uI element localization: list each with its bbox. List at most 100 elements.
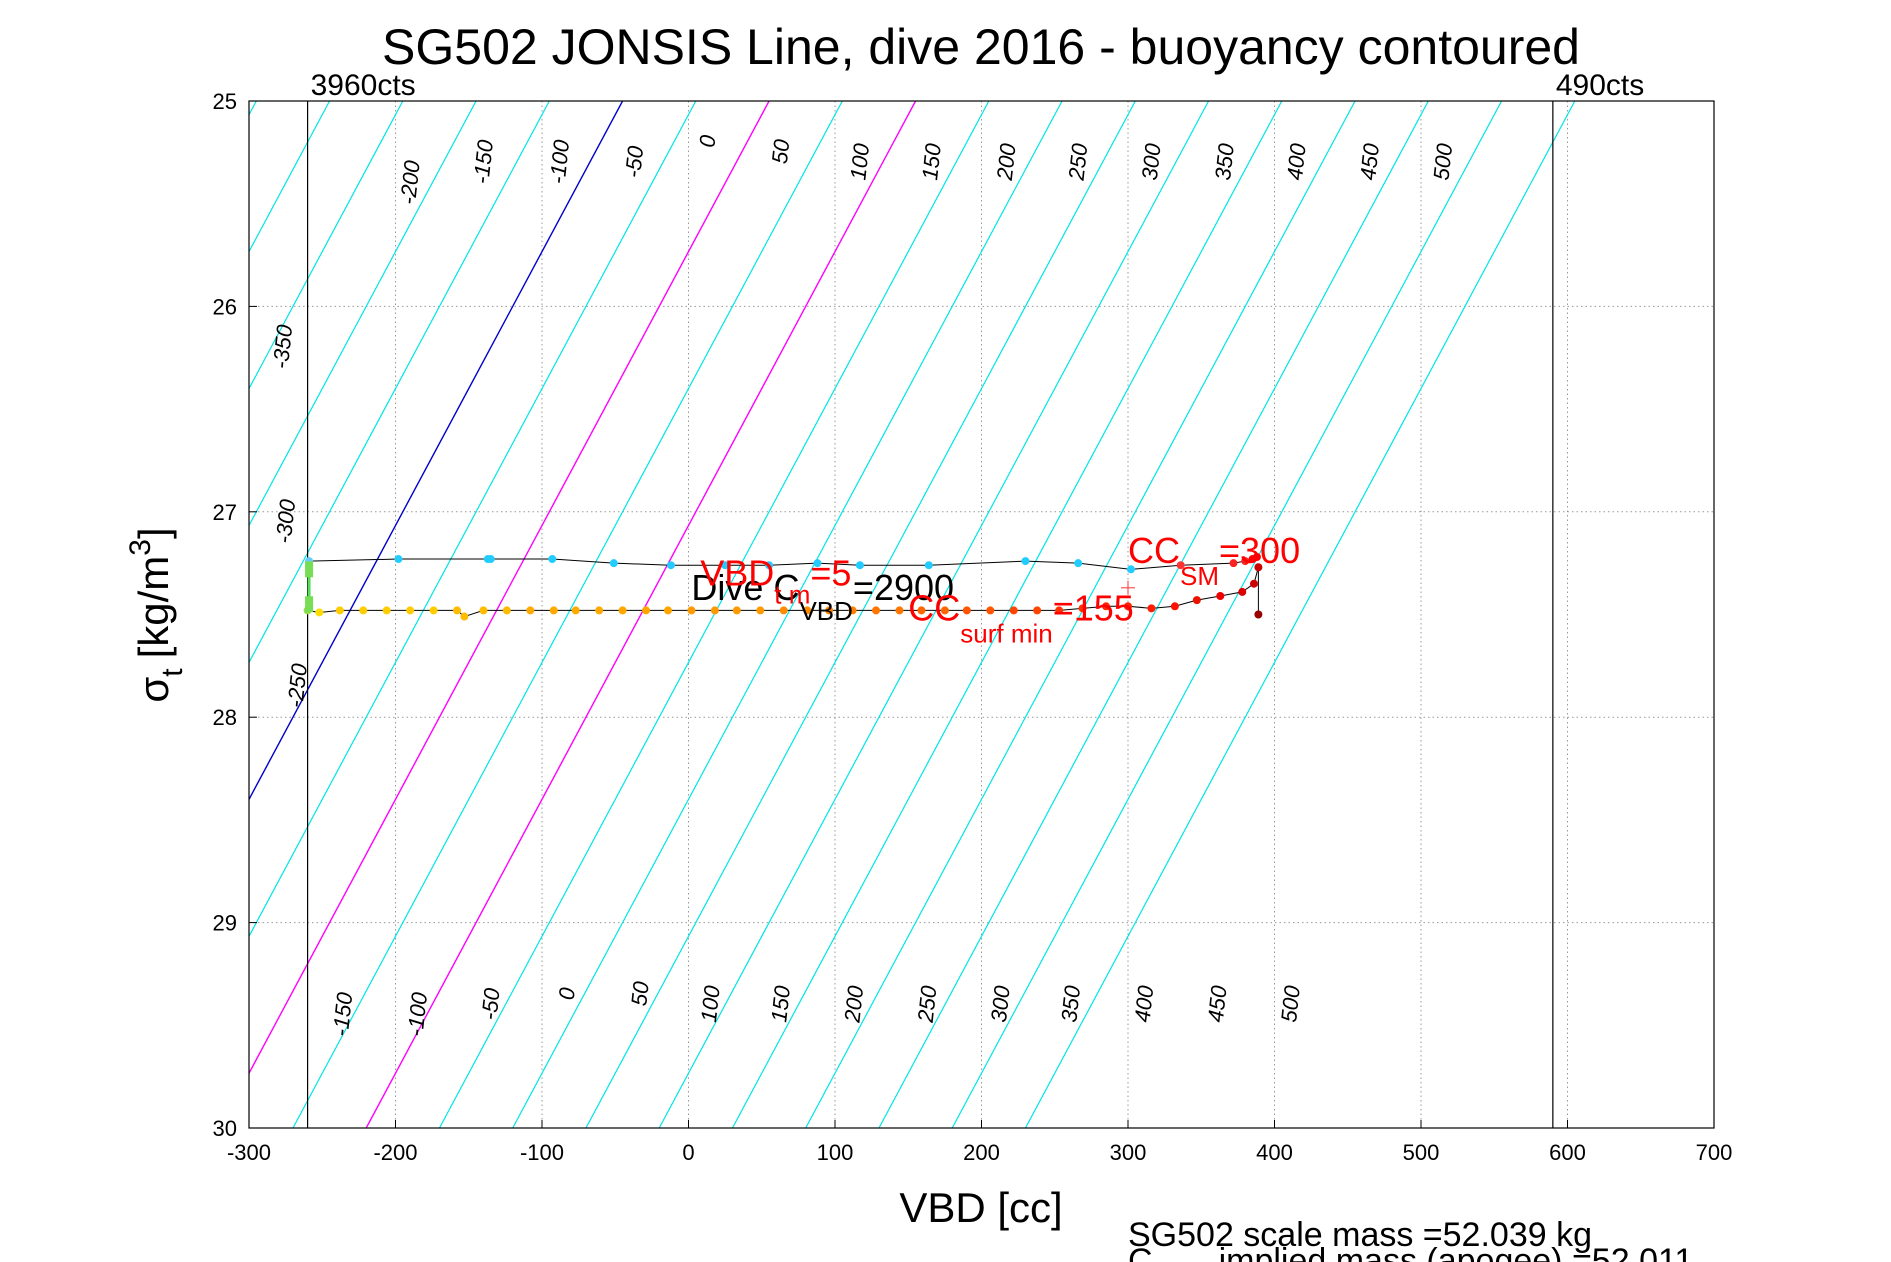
series-point (1078, 604, 1087, 613)
vbd-limit-label: 490cts (1556, 69, 1644, 102)
footer-implied-rest: implied mass (apogee) =52.011 (1219, 1242, 1694, 1262)
contour-line (365, 101, 917, 1128)
series-point (1124, 602, 1132, 611)
series-point (710, 606, 719, 615)
contour-label: 300 (986, 984, 1015, 1024)
contour-label: -250 (282, 662, 312, 709)
contour-label: 150 (917, 141, 946, 181)
cc-surf-min-annotation: CCsurf min=155 (908, 588, 1134, 649)
y-tick-label: 27 (213, 500, 237, 525)
buoyancy-contours (0, 101, 1576, 1128)
contour-label: -100 (403, 990, 433, 1037)
series-point (1238, 587, 1247, 596)
contour-labels: -200 -150 -100 -50 0 50 100 150 200 250 300 350 400 4… (268, 133, 1458, 1037)
series-point (1254, 563, 1263, 572)
series-point (453, 606, 462, 615)
series-point (940, 606, 949, 615)
series-point (687, 606, 696, 615)
series-point (666, 561, 675, 570)
x-tick-label: -300 (227, 1140, 271, 1165)
x-tick-label: -200 (373, 1140, 417, 1165)
contour-line (878, 101, 1429, 1128)
y-axis-ticks: 25 26 27 28 29 30 (213, 89, 257, 1141)
contour-label: 400 (1282, 141, 1311, 181)
series-point (756, 606, 765, 615)
series-point (1147, 604, 1156, 613)
series-point (732, 606, 741, 615)
x-axis-label: VBD [cc] (899, 1184, 1062, 1231)
contour-line (951, 101, 1503, 1128)
series-point (486, 555, 495, 564)
series-point (406, 606, 415, 615)
series-point (1216, 592, 1225, 601)
contour-label: -200 (395, 158, 425, 205)
series-point (394, 555, 403, 564)
x-tick-label: 0 (682, 1140, 694, 1165)
contour-line (731, 101, 1283, 1128)
series-point (479, 606, 488, 615)
series-point (549, 606, 558, 615)
y-axis-label: σt [kg/m3] (124, 527, 189, 702)
series-point (813, 559, 822, 568)
green-marker (305, 561, 314, 578)
series-point (1102, 602, 1111, 611)
vbd-tm-main: VBD (700, 553, 774, 594)
contour-line (512, 101, 1063, 1128)
y-tick-label: 29 (213, 911, 237, 936)
contour-label: 50 (626, 979, 654, 1007)
cc-surf-value: =155 (1053, 588, 1134, 629)
series-point (1241, 557, 1250, 566)
contour-line (658, 101, 1210, 1128)
series-point (1252, 552, 1261, 561)
series-point (1074, 559, 1083, 568)
cc-sm-main: CC (1128, 530, 1180, 571)
contour-label: -300 (271, 497, 301, 544)
cc-surf-main: CC (908, 588, 960, 629)
series-point (460, 612, 469, 621)
green-marker (305, 596, 314, 613)
contour-line (249, 101, 697, 938)
contour-label: -100 (545, 138, 575, 185)
series-point (962, 606, 971, 615)
x-tick-label: 700 (1696, 1140, 1733, 1165)
series-line (307, 567, 1259, 618)
contour-label: 150 (766, 984, 795, 1024)
series-point (1055, 606, 1064, 615)
series-point (1176, 561, 1185, 570)
series-point (779, 606, 788, 615)
y-axis-unit-sup: 3 (124, 539, 157, 556)
cc-sm-sub: SM (1180, 561, 1219, 591)
contour-label: 100 (696, 984, 725, 1024)
vbd-tm-annotation: VBDt m=5 (700, 553, 851, 610)
series-point (618, 606, 627, 615)
y-axis-unit: [kg/m (130, 556, 177, 659)
footer-scale-mass: SG502 scale mass =52.039 kg (1128, 1216, 1592, 1254)
series-point (1249, 579, 1258, 588)
contour-line (0, 101, 110, 1128)
series-line (309, 556, 1258, 570)
x-tick-label: 400 (1256, 1140, 1293, 1165)
series-point (721, 561, 730, 570)
series-point (502, 606, 511, 615)
contour-label: 0 (694, 133, 720, 149)
series-point (526, 606, 535, 615)
x-tick-label: 300 (1110, 1140, 1147, 1165)
contour-line (249, 101, 550, 664)
vbd-tm-value: =5 (810, 553, 851, 594)
y-axis-subscript: t (156, 668, 189, 677)
y-axis-symbol: σ (130, 677, 177, 703)
series-point (609, 559, 618, 568)
series-point (571, 606, 580, 615)
contour-line (249, 101, 404, 390)
vbd-limit-lines: 3960cts 490cts (307, 69, 1644, 1128)
y-tick-label: 25 (213, 89, 237, 114)
series-point (765, 561, 774, 570)
series-point (825, 606, 834, 615)
contour-label: 200 (992, 141, 1021, 182)
grid (249, 101, 1714, 1128)
contour-label: 200 (839, 984, 868, 1025)
dive-c-sub: VBD (799, 596, 852, 626)
contour-label: 300 (1137, 141, 1166, 181)
